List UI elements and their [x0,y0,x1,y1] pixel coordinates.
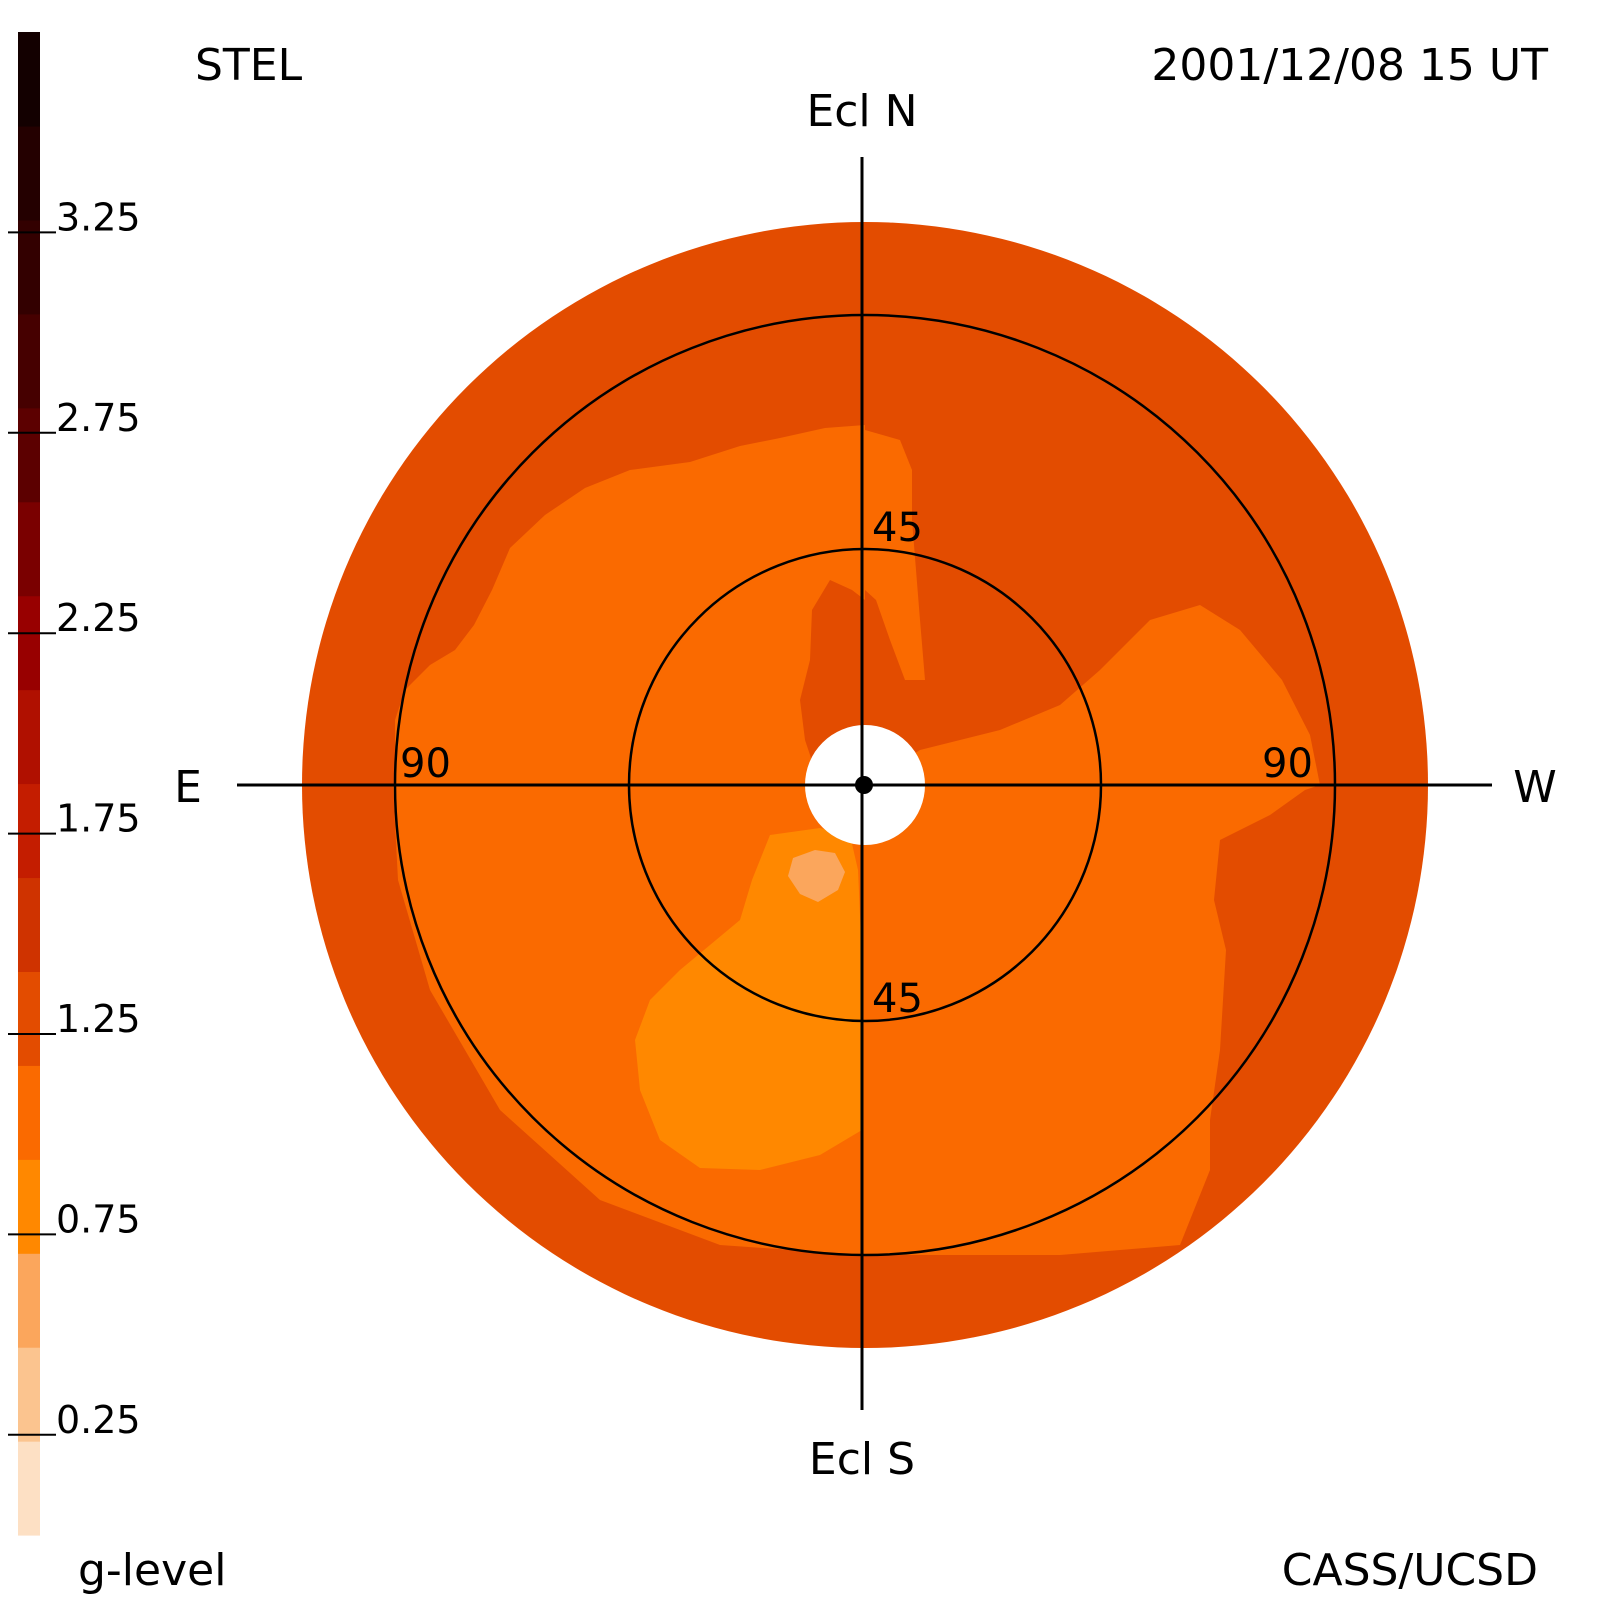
region-north-finger [865,430,925,680]
colorbar-label: g-level [78,1545,226,1596]
credit-label: CASS/UCSD [1282,1545,1538,1596]
colorbar-tick-label: 1.25 [56,997,141,1041]
colorbar-segment [18,971,40,1066]
colorbar-segment [18,313,40,409]
ring-label-90-east: 90 [400,741,451,787]
colorbar-segment [18,1253,40,1348]
colorbar [18,32,40,1536]
region-south-bright [635,828,862,1170]
colorbar-ticks: 3.25 2.75 2.25 1.75 1.25 0.75 0.25 [8,195,141,1442]
colorbar-segment [18,125,40,221]
colorbar-segment [18,32,40,127]
colorbar-segment [18,407,40,503]
region-northwest-mid [395,425,865,785]
colorbar-segment [18,1347,40,1442]
sun-center-dot [855,776,873,794]
colorbar-segment [18,595,40,691]
colorbar-tick-label: 3.25 [56,195,141,239]
direction-north-label: Ecl N [806,86,917,137]
timestamp-label: 2001/12/08 15 UT [1151,40,1548,91]
colorbar-segment [18,1441,40,1536]
ring-label-90-west: 90 [1262,741,1313,787]
region-east-lobe [865,605,1320,1255]
colorbar-segment [18,877,40,972]
colorbar-segment [18,219,40,315]
instrument-label: STEL [195,40,303,91]
colorbar-tick-label: 0.25 [56,1398,141,1442]
direction-west-label: W [1513,762,1557,813]
ring-label-45-south: 45 [872,976,923,1022]
direction-east-label: E [174,762,202,813]
colorbar-tick-label: 0.75 [56,1197,141,1241]
colorbar-tick-label: 1.75 [56,797,141,841]
colorbar-segment [18,1065,40,1160]
colorbar-segment [18,783,40,879]
colorbar-tick-label: 2.25 [56,596,141,640]
region-bright-spot [788,850,845,902]
ring-label-45-north: 45 [872,505,923,551]
colorbar-segment [18,501,40,597]
direction-south-label: Ecl S [809,1434,915,1485]
colorbar-segment [18,1159,40,1254]
skymap-disk [237,157,1492,1410]
colorbar-segment [18,689,40,785]
colorbar-tick-label: 2.75 [56,396,141,440]
